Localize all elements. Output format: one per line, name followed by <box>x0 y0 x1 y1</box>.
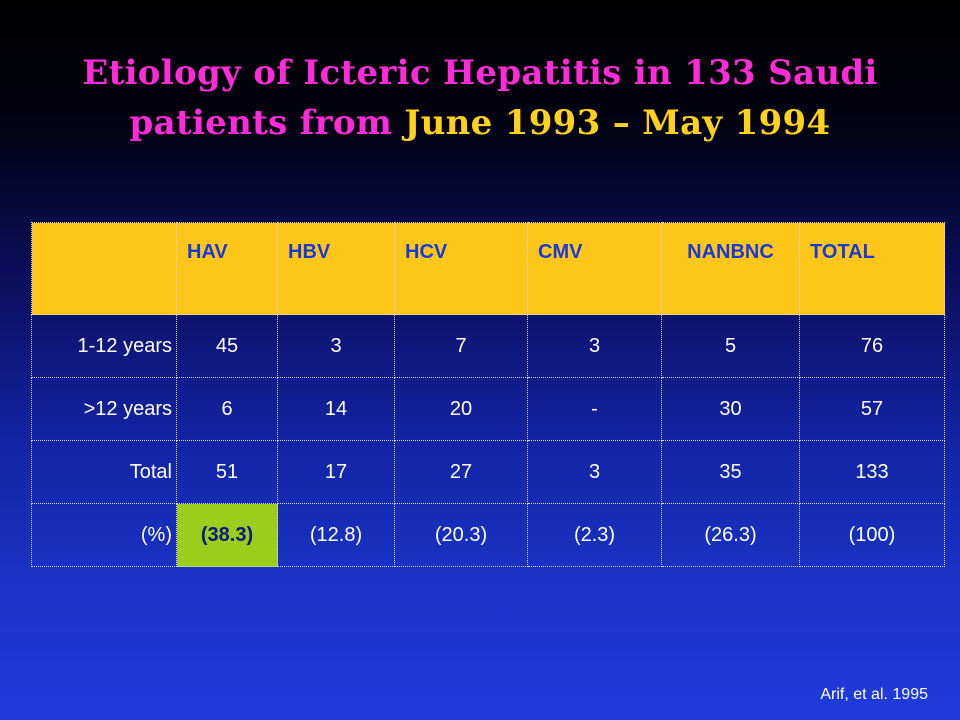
table-row: Total 51 17 27 3 35 133 <box>31 440 945 504</box>
table-cell: 17 <box>277 440 395 504</box>
header-cell-total: TOTAL <box>799 222 945 315</box>
title-part-yellow: June 1993 – May 1994 <box>404 103 831 143</box>
table-cell: 27 <box>394 440 528 504</box>
table-cell: 51 <box>176 440 278 504</box>
table-cell: 35 <box>661 440 800 504</box>
row-label: >12 years <box>31 377 177 441</box>
table-cell: (26.3) <box>661 503 800 567</box>
row-label: Total <box>31 440 177 504</box>
table-cell: 133 <box>799 440 945 504</box>
slide-title: Etiology of Icteric Hepatitis in 133 Sau… <box>0 48 960 148</box>
header-cell-cmv: CMV <box>527 222 662 315</box>
table-row: (%) (38.3) (12.8) (20.3) (2.3) (26.3) (1… <box>31 503 945 567</box>
table-cell: 3 <box>527 440 662 504</box>
table-cell: - <box>527 377 662 441</box>
table-header-row: HAV HBV HCV CMV NANBNC TOTAL <box>31 222 945 315</box>
table-row: 1-12 years 45 3 7 3 5 76 <box>31 314 945 378</box>
hepatitis-etiology-table: HAV HBV HCV CMV NANBNC TOTAL 1-12 years … <box>31 222 945 567</box>
table-cell: 45 <box>176 314 278 378</box>
row-label: (%) <box>31 503 177 567</box>
table-cell: 14 <box>277 377 395 441</box>
table-cell: 76 <box>799 314 945 378</box>
table-cell: 5 <box>661 314 800 378</box>
table-cell: 3 <box>277 314 395 378</box>
title-part-magenta: Etiology of Icteric Hepatitis in 133 Sau… <box>82 53 878 143</box>
header-cell-empty <box>31 222 177 315</box>
table-cell: 30 <box>661 377 800 441</box>
table-cell: 6 <box>176 377 278 441</box>
table-cell: 57 <box>799 377 945 441</box>
table-cell: (2.3) <box>527 503 662 567</box>
source-citation: Arif, et al. 1995 <box>820 686 928 703</box>
table-cell: (100) <box>799 503 945 567</box>
header-cell-nanbnc: NANBNC <box>661 222 800 315</box>
table-cell: 7 <box>394 314 528 378</box>
table-cell: (12.8) <box>277 503 395 567</box>
table-cell: 3 <box>527 314 662 378</box>
header-cell-hav: HAV <box>176 222 278 315</box>
highlighted-hav-percent-cell: (38.3) <box>176 503 278 567</box>
header-cell-hcv: HCV <box>394 222 528 315</box>
table-cell: 20 <box>394 377 528 441</box>
header-cell-hbv: HBV <box>277 222 395 315</box>
table-row: >12 years 6 14 20 - 30 57 <box>31 377 945 441</box>
row-label: 1-12 years <box>31 314 177 378</box>
table-cell: (20.3) <box>394 503 528 567</box>
